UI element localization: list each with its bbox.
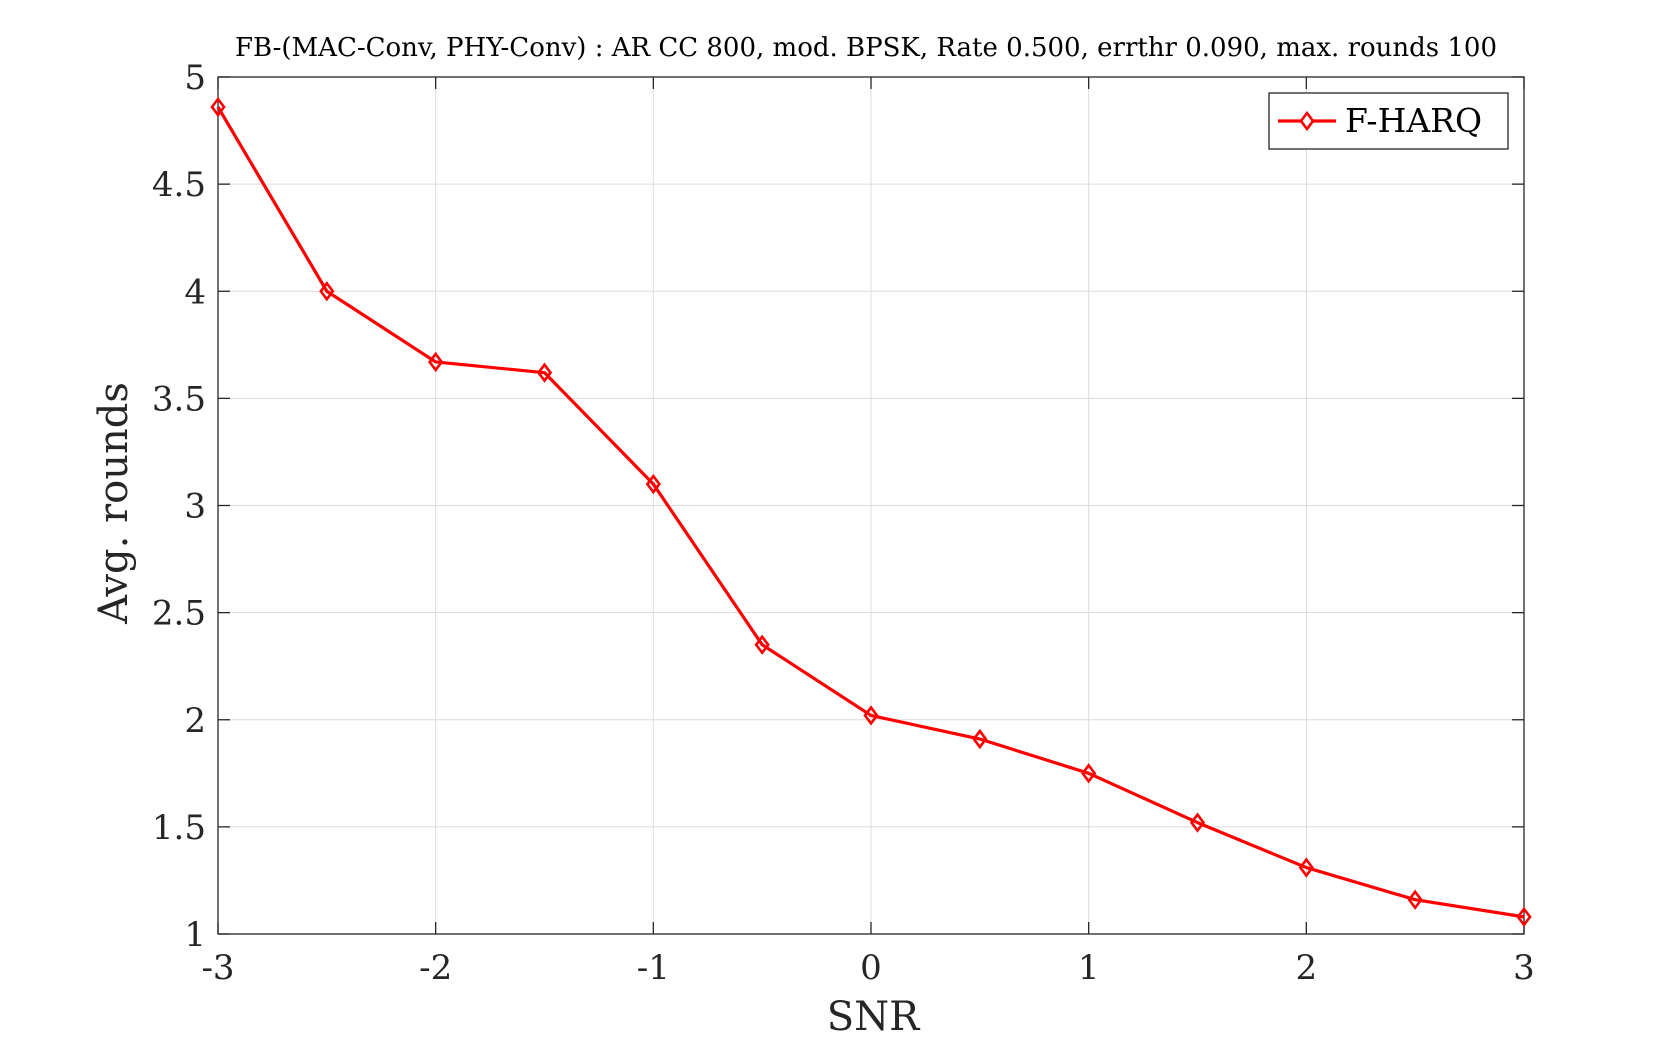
x-tick-label: -1 [637,948,670,988]
data-point-marker [972,728,988,750]
legend-box [1268,92,1509,150]
x-tick-label: -2 [419,948,452,988]
x-tick-label: 2 [1296,948,1318,988]
x-tick-label: 1 [1078,948,1100,988]
data-point-marker [210,96,226,118]
y-tick-label: 4.5 [152,165,206,205]
data-point-marker [754,634,770,655]
y-tick-label: 3.5 [152,379,206,419]
data-point-marker [1081,763,1097,784]
data-point-marker [1516,906,1532,928]
data-point-marker [1189,812,1206,833]
legend: F-HARQ [1268,92,1509,150]
legend-diamond-marker [1299,110,1315,132]
x-axis-tick-labels: -3 -2 -1 0 1 2 3 [201,948,1534,988]
data-point-marker [536,362,553,383]
y-axis-tick-labels: 1 1.5 2 2.5 3 3.5 4 4.5 5 [152,58,206,955]
y-tick-label: 5 [184,58,206,98]
x-tick-label: -3 [201,948,234,988]
grid-lines [217,76,1525,935]
data-point-marker [863,705,879,726]
y-tick-label: 4 [184,272,206,312]
data-point-marker [1298,857,1314,878]
y-tick-label: 1 [184,915,206,955]
data-point-marker [319,281,335,302]
x-tick-label: 3 [1513,948,1535,988]
data-point-marker [428,351,444,373]
data-point-marker [1407,889,1423,910]
y-tick-label: 2 [184,701,206,741]
data-point-marker [645,473,661,495]
y-tick-label: 3 [184,487,206,527]
chart-title: FB-(MAC-Conv, PHY-Conv) : AR CC 800, mod… [235,33,1497,63]
series-layer [210,96,1532,928]
y-tick-label: 1.5 [152,808,206,848]
x-tick-label: 0 [860,948,882,988]
legend-entry-label: F-HARQ [1345,101,1482,140]
series-line [216,106,1525,919]
x-axis-label: SNR [827,994,921,1040]
y-axis-label: Avg. rounds [91,382,137,625]
y-tick-label: 2.5 [152,594,206,634]
axis-ticks [217,76,1525,935]
